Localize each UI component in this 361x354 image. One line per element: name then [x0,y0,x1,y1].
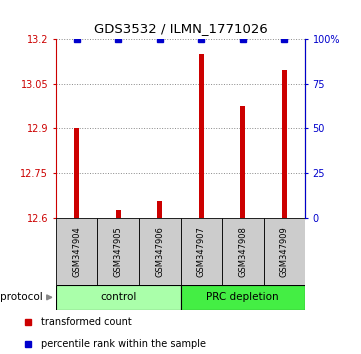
FancyBboxPatch shape [180,218,222,285]
Bar [282,70,287,218]
Text: PRC depletion: PRC depletion [206,292,279,302]
Bar [240,106,245,218]
Text: GSM347908: GSM347908 [238,226,247,277]
FancyBboxPatch shape [222,218,264,285]
Bar [116,210,121,218]
Text: GSM347904: GSM347904 [72,226,81,277]
Text: transformed count: transformed count [41,317,132,327]
Text: GSM347909: GSM347909 [280,226,289,277]
Bar [199,54,204,218]
FancyBboxPatch shape [97,218,139,285]
Text: protocol: protocol [0,292,43,302]
Text: GSM347905: GSM347905 [114,226,123,277]
Text: GSM347907: GSM347907 [197,226,206,277]
FancyBboxPatch shape [56,218,97,285]
FancyBboxPatch shape [139,218,180,285]
Title: GDS3532 / ILMN_1771026: GDS3532 / ILMN_1771026 [93,22,268,35]
Bar [157,201,162,218]
FancyBboxPatch shape [264,218,305,285]
FancyBboxPatch shape [180,285,305,310]
Bar [74,128,79,218]
Text: percentile rank within the sample: percentile rank within the sample [41,339,206,349]
Text: GSM347906: GSM347906 [155,226,164,277]
FancyBboxPatch shape [56,285,180,310]
Text: control: control [100,292,136,302]
